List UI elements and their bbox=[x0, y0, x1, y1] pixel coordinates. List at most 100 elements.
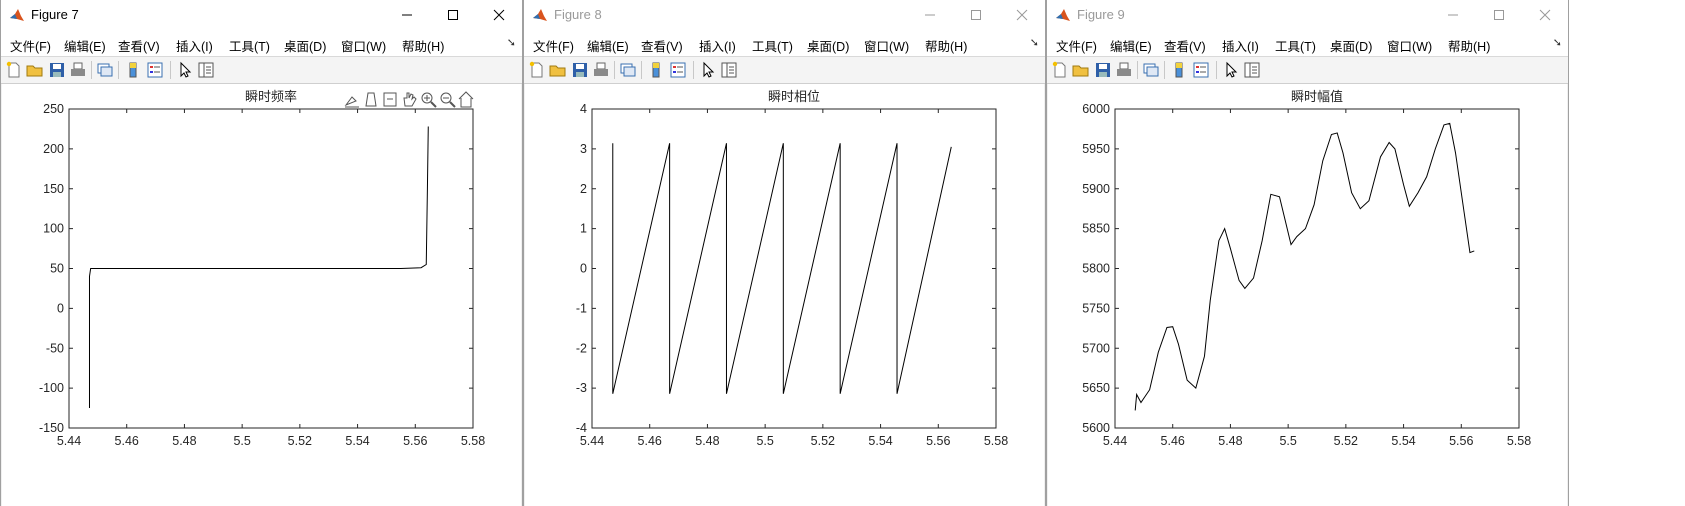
menu-edit[interactable]: 编辑(E) bbox=[64, 40, 106, 54]
axes-title: 瞬时相位 bbox=[768, 90, 820, 105]
x-tick-label: 5.5 bbox=[756, 434, 773, 448]
menu-desktop[interactable]: 桌面(D) bbox=[807, 40, 850, 54]
legend-icon[interactable] bbox=[146, 61, 164, 79]
figure-canvas[interactable]: 5.44 5.46 5.48 5.5 5.52 5.54 5.56 5.58 6000 5950 5… bbox=[1048, 84, 1567, 506]
edit-plot-pointer-icon[interactable] bbox=[699, 61, 717, 79]
menu-bar: 文件(F) 编辑(E) 查看(V) 插入(I) 工具(T) 桌面(D) 窗口(W… bbox=[1, 30, 522, 57]
print-icon[interactable] bbox=[69, 61, 87, 79]
pan-hand-icon[interactable] bbox=[403, 92, 417, 107]
close-icon bbox=[1539, 9, 1551, 21]
menu-insert[interactable]: 插入(I) bbox=[699, 40, 736, 54]
maximize-button[interactable] bbox=[430, 0, 476, 30]
menu-file[interactable]: 文件(F) bbox=[1056, 40, 1097, 54]
link-figure-icon[interactable] bbox=[96, 61, 114, 79]
link-figure-icon[interactable] bbox=[1142, 61, 1160, 79]
x-tick-label: 5.46 bbox=[1161, 434, 1185, 448]
property-inspector-icon[interactable] bbox=[1243, 61, 1261, 79]
menu-desktop[interactable]: 桌面(D) bbox=[1330, 40, 1373, 54]
matlab-logo-icon bbox=[10, 9, 24, 21]
title-bar[interactable]: Figure 7 bbox=[1, 0, 522, 30]
colorbar-icon[interactable] bbox=[647, 61, 665, 79]
colorbar-icon[interactable] bbox=[124, 61, 142, 79]
toolbar-separator bbox=[170, 61, 171, 79]
menu-view[interactable]: 查看(V) bbox=[1164, 40, 1206, 54]
menu-help[interactable]: 帮助(H) bbox=[402, 40, 445, 54]
print-icon[interactable] bbox=[1115, 61, 1133, 79]
menu-file[interactable]: 文件(F) bbox=[10, 40, 51, 54]
colorbar-icon[interactable] bbox=[1170, 61, 1188, 79]
axes-plot[interactable]: 5.44 5.46 5.48 5.5 5.52 5.54 5.56 5.58 4 3 2 1 0 -1 -2… bbox=[525, 84, 1046, 506]
figure-canvas[interactable]: 5.44 5.46 5.48 5.5 5.52 5.54 5.56 5.58 250 200 150… bbox=[2, 84, 521, 506]
link-figure-icon[interactable] bbox=[619, 61, 637, 79]
y-tick-label: -3 bbox=[576, 381, 587, 395]
y-tick-label: -100 bbox=[39, 381, 64, 395]
minimize-button[interactable] bbox=[384, 0, 430, 30]
menu-insert[interactable]: 插入(I) bbox=[1222, 40, 1259, 54]
menu-window[interactable]: 窗口(W) bbox=[864, 40, 910, 54]
maximize-button[interactable] bbox=[953, 0, 999, 30]
new-figure-icon[interactable] bbox=[528, 61, 546, 79]
title-bar[interactable]: Figure 8 bbox=[524, 0, 1045, 30]
menu-window[interactable]: 窗口(W) bbox=[1387, 40, 1433, 54]
menu-tools[interactable]: 工具(T) bbox=[229, 40, 270, 54]
menu-view[interactable]: 查看(V) bbox=[641, 40, 683, 54]
maximize-button[interactable] bbox=[1476, 0, 1522, 30]
axes-plot[interactable]: 5.44 5.46 5.48 5.5 5.52 5.54 5.56 5.58 6000 5950 5… bbox=[1048, 84, 1569, 506]
axes-box bbox=[591, 108, 997, 429]
edit-plot-pointer-icon[interactable] bbox=[1222, 61, 1240, 79]
figure-toolbar bbox=[524, 57, 1045, 84]
minimize-button[interactable] bbox=[907, 0, 953, 30]
menu-tools[interactable]: 工具(T) bbox=[1275, 40, 1316, 54]
figure-window-7: Figure 7 文件(F) 编辑(E) 查看(V) 插入(I) 工具(T) 桌… bbox=[0, 0, 523, 506]
data-line bbox=[88, 126, 429, 409]
menu-view[interactable]: 查看(V) bbox=[118, 40, 160, 54]
menu-tools[interactable]: 工具(T) bbox=[752, 40, 793, 54]
open-file-icon[interactable] bbox=[549, 61, 567, 79]
toolbar-separator bbox=[641, 61, 642, 79]
y-tick-label: 5700 bbox=[1082, 341, 1110, 355]
dock-arrow-icon[interactable]: ➘ bbox=[1552, 36, 1562, 49]
close-button[interactable] bbox=[476, 0, 522, 30]
dock-arrow-icon[interactable]: ➘ bbox=[506, 36, 516, 49]
figure-canvas[interactable]: 5.44 5.46 5.48 5.5 5.52 5.54 5.56 5.58 4 3 2 1 0 -1 -2… bbox=[525, 84, 1044, 506]
x-tick-label: 5.5 bbox=[233, 434, 250, 448]
brush-icon[interactable] bbox=[344, 96, 359, 108]
data-tips-icon[interactable] bbox=[365, 92, 377, 107]
edit-plot-pointer-icon[interactable] bbox=[176, 61, 194, 79]
new-figure-icon[interactable] bbox=[1051, 61, 1069, 79]
menu-edit[interactable]: 编辑(E) bbox=[587, 40, 629, 54]
menu-file[interactable]: 文件(F) bbox=[533, 40, 574, 54]
zoom-out-icon[interactable] bbox=[440, 92, 456, 108]
y-tick-label: 3 bbox=[580, 142, 587, 156]
property-inspector-icon[interactable] bbox=[720, 61, 738, 79]
dock-arrow-icon[interactable]: ➘ bbox=[1029, 36, 1039, 49]
menu-help[interactable]: 帮助(H) bbox=[925, 40, 968, 54]
property-inspector-icon[interactable] bbox=[197, 61, 215, 79]
menu-insert[interactable]: 插入(I) bbox=[176, 40, 213, 54]
legend-icon[interactable] bbox=[669, 61, 687, 79]
open-file-icon[interactable] bbox=[26, 61, 44, 79]
save-icon[interactable] bbox=[1094, 61, 1112, 79]
title-bar[interactable]: Figure 9 bbox=[1047, 0, 1568, 30]
menu-edit[interactable]: 编辑(E) bbox=[1110, 40, 1152, 54]
print-icon[interactable] bbox=[592, 61, 610, 79]
open-file-icon[interactable] bbox=[1072, 61, 1090, 79]
close-button[interactable] bbox=[999, 0, 1045, 30]
axes-plot[interactable]: 5.44 5.46 5.48 5.5 5.52 5.54 5.56 5.58 250 200 150… bbox=[2, 84, 523, 506]
zoom-in-icon[interactable] bbox=[421, 92, 437, 108]
home-icon[interactable] bbox=[458, 91, 474, 108]
close-button[interactable] bbox=[1522, 0, 1568, 30]
new-figure-icon[interactable] bbox=[5, 61, 23, 79]
x-tick-label: 5.44 bbox=[1103, 434, 1127, 448]
rotate-icon[interactable] bbox=[383, 92, 397, 107]
menu-help[interactable]: 帮助(H) bbox=[1448, 40, 1491, 54]
menu-desktop[interactable]: 桌面(D) bbox=[284, 40, 327, 54]
save-icon[interactable] bbox=[48, 61, 66, 79]
y-tick-label: 200 bbox=[43, 142, 64, 156]
legend-icon[interactable] bbox=[1192, 61, 1210, 79]
save-icon[interactable] bbox=[571, 61, 589, 79]
toolbar-separator bbox=[1164, 61, 1165, 79]
menu-window[interactable]: 窗口(W) bbox=[341, 40, 387, 54]
figure-toolbar bbox=[1, 57, 522, 84]
minimize-button[interactable] bbox=[1430, 0, 1476, 30]
